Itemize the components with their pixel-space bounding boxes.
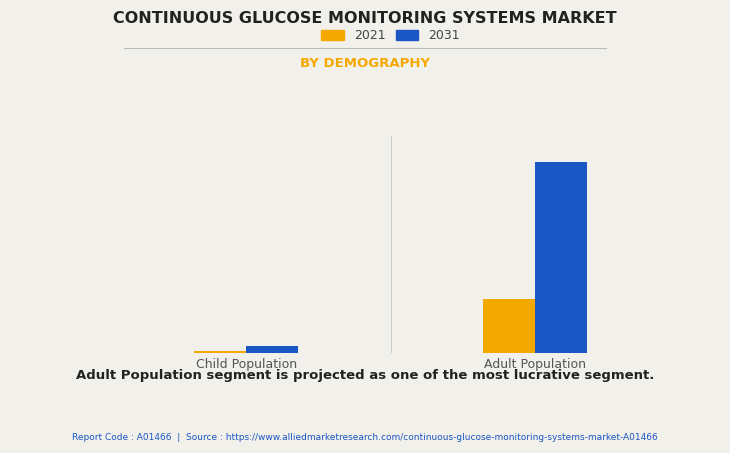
Text: CONTINUOUS GLUCOSE MONITORING SYSTEMS MARKET: CONTINUOUS GLUCOSE MONITORING SYSTEMS MA…: [113, 11, 617, 26]
Text: Report Code : A01466  |  Source : https://www.alliedmarketresearch.com/continuou: Report Code : A01466 | Source : https://…: [72, 433, 658, 442]
Bar: [194, 351, 246, 353]
Text: Adult Population segment is projected as one of the most lucrative segment.: Adult Population segment is projected as…: [76, 369, 654, 382]
Text: BY DEMOGRAPHY: BY DEMOGRAPHY: [300, 57, 430, 70]
Legend: 2021, 2031: 2021, 2031: [321, 29, 460, 42]
Bar: [535, 162, 587, 353]
Bar: [246, 346, 299, 353]
Bar: [483, 299, 535, 353]
